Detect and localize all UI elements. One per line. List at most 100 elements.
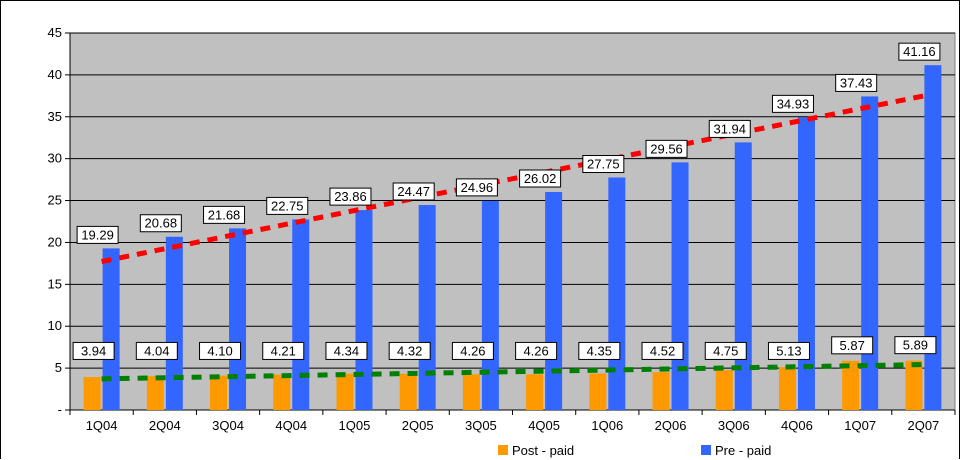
pre-paid-bar bbox=[418, 204, 436, 410]
y-tick-label: 35 bbox=[48, 109, 62, 124]
post-paid-data-label: 4.26 bbox=[460, 343, 485, 358]
y-tick-label: 45 bbox=[48, 25, 62, 40]
pre-paid-data-label: 22.75 bbox=[271, 198, 304, 213]
pre-paid-data-label: 21.68 bbox=[208, 207, 241, 222]
pre-paid-bar bbox=[608, 177, 626, 410]
post-paid-bar bbox=[462, 374, 480, 410]
x-tick-label: 3Q06 bbox=[718, 418, 750, 433]
post-paid-data-label-box bbox=[578, 341, 621, 360]
post-paid-data-label-box bbox=[325, 341, 368, 360]
post-paid-bar bbox=[336, 373, 354, 410]
pre-paid-bar bbox=[924, 65, 942, 411]
y-tick-label: 30 bbox=[48, 151, 62, 166]
pre-paid-bar bbox=[481, 200, 499, 410]
post-paid-bar bbox=[715, 370, 733, 410]
x-tick-label: 1Q04 bbox=[86, 418, 118, 433]
y-tick-label: 15 bbox=[48, 276, 62, 291]
pre-paid-data-label: 24.96 bbox=[461, 180, 494, 195]
pre-paid-data-label: 29.56 bbox=[650, 141, 683, 156]
pre-paid-data-label: 41.16 bbox=[903, 44, 936, 59]
pre-paid-data-label: 26.02 bbox=[524, 171, 557, 186]
pre-paid-data-label: 20.68 bbox=[145, 216, 178, 231]
pre-paid-data-label-box bbox=[645, 139, 688, 158]
post-paid-data-label-box bbox=[72, 341, 115, 360]
pre-paid-bar bbox=[545, 192, 563, 410]
pre-paid-data-label: 34.93 bbox=[777, 96, 810, 111]
post-paid-bar bbox=[273, 374, 291, 410]
y-tick-label: 20 bbox=[48, 234, 62, 249]
post-paid-bar bbox=[399, 373, 417, 410]
post-paid-data-label: 4.04 bbox=[144, 343, 169, 358]
post-paid-data-label: 4.34 bbox=[334, 343, 359, 358]
x-tick-label: 2Q05 bbox=[402, 418, 434, 433]
x-tick-label: 1Q05 bbox=[339, 418, 371, 433]
pre-paid-data-label-box bbox=[329, 187, 372, 206]
pre-paid-bar bbox=[229, 228, 247, 410]
post-paid-bar bbox=[526, 374, 544, 410]
post-paid-bar bbox=[210, 375, 228, 410]
x-tick-label: 1Q06 bbox=[591, 418, 623, 433]
pre-paid-data-label: 37.43 bbox=[840, 75, 873, 90]
post-paid-data-label-box bbox=[894, 336, 937, 355]
legend-label-pre-paid: Pre - paid bbox=[715, 443, 771, 458]
post-paid-data-label: 3.94 bbox=[81, 343, 106, 358]
post-paid-data-label-box bbox=[767, 341, 810, 360]
post-paid-data-label: 4.75 bbox=[713, 343, 738, 358]
post-paid-bar bbox=[778, 367, 796, 410]
pre-paid-trendline bbox=[101, 93, 924, 264]
x-tick-label: 4Q06 bbox=[781, 418, 813, 433]
post-paid-trendline bbox=[101, 362, 924, 382]
pre-paid-data-label-box bbox=[139, 214, 182, 233]
post-paid-bar bbox=[83, 376, 101, 410]
x-tick-label: 2Q06 bbox=[655, 418, 687, 433]
post-paid-bar bbox=[589, 373, 607, 410]
x-tick-label: 4Q05 bbox=[528, 418, 560, 433]
y-tick-label: 40 bbox=[48, 67, 62, 82]
y-tick-label: - bbox=[58, 402, 62, 417]
pre-paid-data-label-box bbox=[898, 42, 941, 61]
y-tick-label: 10 bbox=[48, 318, 62, 333]
pre-paid-bar bbox=[102, 248, 120, 410]
post-paid-data-label: 4.35 bbox=[587, 343, 612, 358]
pre-paid-bar bbox=[292, 219, 310, 410]
post-paid-data-label-box bbox=[199, 341, 242, 360]
post-paid-data-label-box bbox=[135, 341, 178, 360]
post-paid-bar bbox=[842, 360, 860, 410]
y-tick-label: 25 bbox=[48, 193, 62, 208]
pre-paid-data-label-box bbox=[708, 119, 751, 138]
pre-paid-data-label: 23.86 bbox=[334, 189, 367, 204]
pre-paid-data-label-box bbox=[76, 225, 119, 244]
x-tick-label: 3Q04 bbox=[212, 418, 244, 433]
post-paid-bar bbox=[905, 360, 923, 410]
y-tick-label: 5 bbox=[55, 360, 62, 375]
pre-paid-data-label-box bbox=[519, 169, 562, 188]
post-paid-data-label: 4.21 bbox=[271, 343, 296, 358]
x-tick-label: 2Q07 bbox=[907, 418, 939, 433]
legend-swatch-pre-paid bbox=[701, 445, 711, 455]
pre-paid-data-label-box bbox=[771, 94, 814, 113]
pre-paid-bar bbox=[861, 96, 879, 411]
post-paid-bar bbox=[652, 372, 670, 410]
x-tick-label: 2Q04 bbox=[149, 418, 181, 433]
pre-paid-data-label-box bbox=[455, 178, 498, 197]
legend-swatch-post-paid bbox=[498, 445, 508, 455]
post-paid-data-label-box bbox=[451, 341, 494, 360]
post-paid-data-label-box bbox=[262, 341, 305, 360]
pre-paid-data-label-box bbox=[392, 182, 435, 201]
post-paid-data-label-box bbox=[388, 341, 431, 360]
post-paid-bar bbox=[146, 376, 164, 410]
post-paid-data-label: 4.10 bbox=[207, 343, 232, 358]
post-paid-data-label-box bbox=[704, 341, 747, 360]
post-paid-data-label-box bbox=[641, 341, 684, 360]
pre-paid-bar bbox=[797, 117, 815, 410]
pre-paid-bar bbox=[671, 162, 689, 410]
x-tick-label: 3Q05 bbox=[465, 418, 497, 433]
legend-label-post-paid: Post - paid bbox=[512, 443, 574, 458]
post-paid-data-label: 4.26 bbox=[523, 343, 548, 358]
pre-paid-bar bbox=[165, 236, 183, 410]
post-paid-data-label: 5.87 bbox=[840, 338, 865, 353]
pre-paid-data-label: 27.75 bbox=[587, 157, 620, 172]
post-paid-data-label-box bbox=[831, 336, 874, 355]
